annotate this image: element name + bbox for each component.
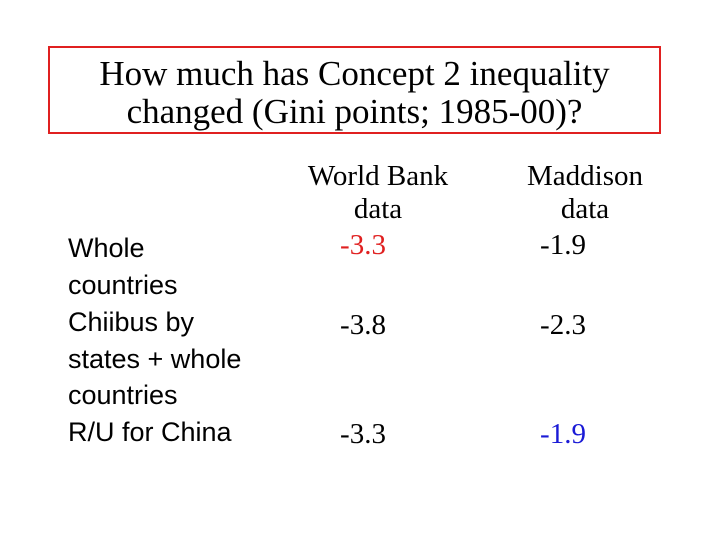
- slide-title-box: How much has Concept 2 inequality change…: [48, 46, 661, 134]
- row-label-ru-china: R/U for China: [68, 414, 232, 451]
- cell-whole-countries-maddison: -1.9: [540, 229, 586, 261]
- cell-ru-china-world-bank: -3.3: [340, 418, 386, 450]
- row-label-line: R/U for China: [68, 417, 232, 447]
- slide-title-line-2: changed (Gini points; 1985-00)?: [126, 92, 583, 131]
- cell-ru-china-maddison: -1.9: [540, 418, 586, 450]
- column-header-world-bank-line-1: World Bank: [307, 160, 449, 192]
- column-header-maddison: Maddison data: [500, 160, 670, 226]
- row-label-whole-countries: Whole countries: [68, 230, 178, 303]
- column-header-world-bank-line-2: data: [353, 193, 403, 225]
- column-header-maddison-line-1: Maddison: [527, 160, 643, 192]
- row-label-line: countries: [68, 380, 178, 410]
- row-label-line: states + whole: [68, 343, 242, 374]
- column-header-world-bank: World Bank data: [285, 160, 471, 226]
- cell-chiibus-maddison: -2.3: [540, 309, 586, 341]
- row-label-line: countries: [68, 269, 178, 300]
- column-header-maddison-line-2: data: [560, 193, 610, 225]
- slide-title-line-1: How much has Concept 2 inequality: [99, 54, 610, 93]
- row-label-line: Whole: [68, 233, 145, 263]
- row-label-chiibus: Chiibus by states + whole countries: [68, 304, 241, 414]
- cell-whole-countries-world-bank: -3.3: [340, 229, 386, 261]
- row-label-line: Chiibus by: [68, 307, 195, 337]
- cell-chiibus-world-bank: -3.8: [340, 309, 386, 341]
